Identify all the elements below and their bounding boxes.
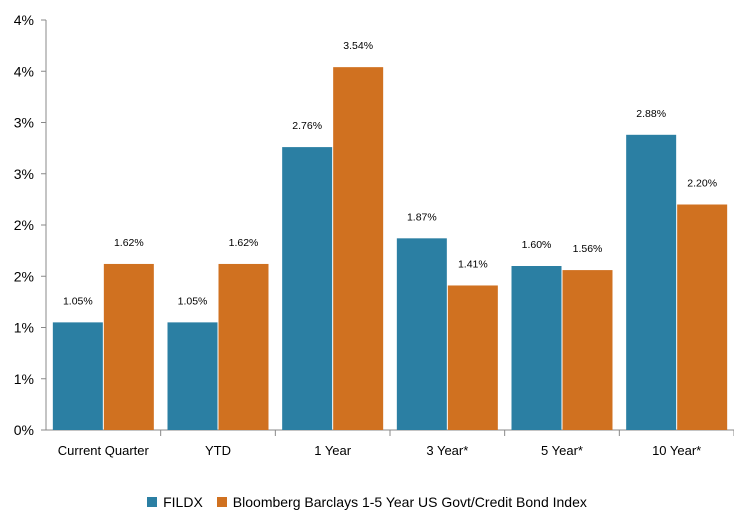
bar — [333, 67, 384, 431]
bar-chart: 0% 1% 1% 2% 2% 3% 3% 4% 4% Current Quarter YTD 1 Ye… — [14, 12, 734, 458]
data-label: 1.87% — [407, 211, 437, 223]
bar — [447, 285, 498, 430]
legend-swatch-index — [216, 497, 227, 507]
y-tick-label: 3% — [14, 115, 34, 131]
bar — [52, 322, 103, 430]
bar — [562, 270, 613, 430]
y-tick-label: 1% — [14, 371, 34, 387]
bar — [218, 263, 269, 430]
data-label: 1.56% — [573, 243, 603, 255]
x-tick-label: 3 Year* — [426, 443, 468, 458]
y-tick-label: 2% — [14, 268, 34, 284]
data-label: 1.62% — [114, 237, 144, 249]
x-tick-label: YTD — [205, 443, 231, 458]
y-tick-label: 3% — [14, 166, 34, 182]
data-label: 2.88% — [636, 108, 666, 120]
bar — [167, 322, 218, 430]
x-tick-label: 5 Year* — [541, 443, 583, 458]
bar — [282, 147, 333, 430]
bar — [396, 238, 447, 430]
data-label: 1.05% — [178, 295, 208, 307]
legend-item-index: Bloomberg Barclays 1-5 Year US Govt/Cred… — [216, 494, 587, 510]
data-label: 2.76% — [292, 120, 322, 132]
y-tick-label: 4% — [14, 63, 34, 79]
data-label: 3.54% — [343, 40, 373, 52]
bar — [511, 266, 562, 430]
legend: FILDX Bloomberg Barclays 1-5 Year US Gov… — [0, 494, 734, 510]
y-tick-label: 2% — [14, 217, 34, 233]
data-label: 1.05% — [63, 295, 93, 307]
y-tick-label: 1% — [14, 320, 34, 336]
y-tick-label: 4% — [14, 12, 34, 28]
x-tick-label: 10 Year* — [652, 443, 701, 458]
data-label: 1.60% — [522, 239, 552, 251]
legend-item-fildx: FILDX — [147, 494, 203, 510]
legend-label-fildx: FILDX — [163, 494, 203, 510]
bar — [677, 204, 728, 430]
data-label: 2.20% — [687, 178, 717, 190]
bar — [103, 263, 154, 430]
data-label: 1.41% — [458, 258, 488, 270]
y-tick-label: 0% — [14, 422, 34, 438]
x-tick-label: Current Quarter — [58, 443, 150, 458]
x-tick-label: 1 Year — [314, 443, 352, 458]
legend-swatch-fildx — [147, 497, 158, 507]
legend-label-index: Bloomberg Barclays 1-5 Year US Govt/Cred… — [232, 494, 587, 510]
data-label: 1.62% — [229, 237, 259, 249]
bar — [626, 134, 677, 431]
